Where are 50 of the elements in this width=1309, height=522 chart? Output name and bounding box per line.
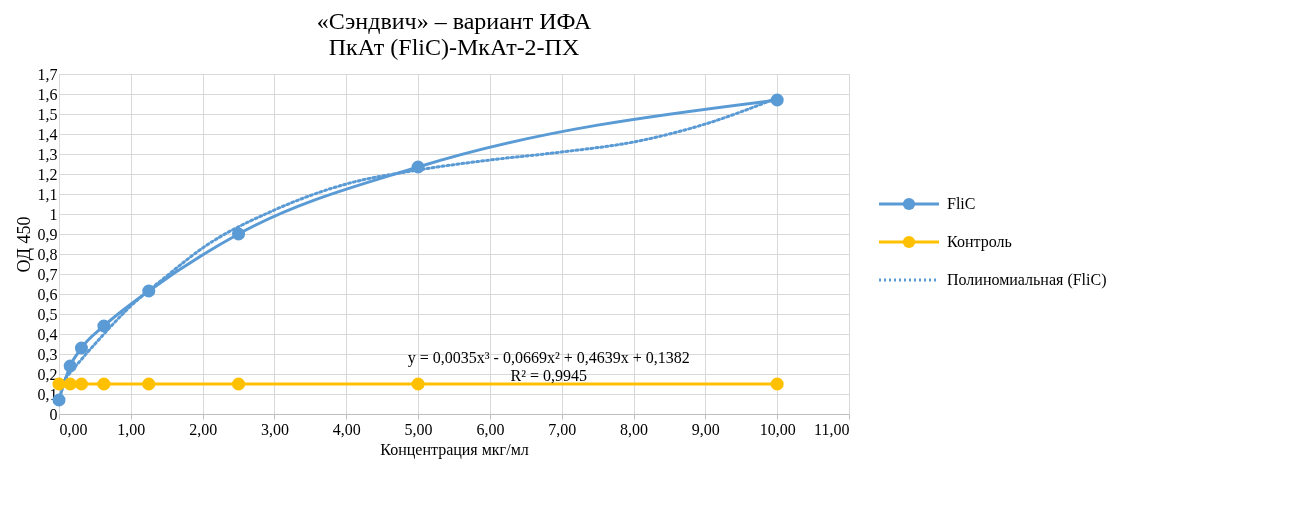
annotation: y = 0,0035x³ - 0,0669x² + 0,4639x + 0,1382 R² = 0,9945: [407, 349, 690, 385]
point: [232, 377, 246, 391]
point: [770, 93, 784, 107]
x-tick-label: 0,00: [59, 420, 88, 438]
point: [232, 227, 246, 241]
x-tick-label: 7,00: [548, 420, 577, 438]
y-tick-label: 0,3: [37, 345, 58, 363]
x-tick-label: 11,00: [814, 420, 850, 438]
legend-label: FliC: [947, 195, 976, 212]
y-tick-label: 0,8: [37, 245, 58, 263]
x-tick-label: 8,00: [620, 420, 649, 438]
x-tick-label: 9,00: [691, 420, 720, 438]
y-axis-title: ОД 450: [13, 216, 34, 273]
point: [97, 377, 111, 391]
y-tick-label: 1,3: [37, 145, 58, 163]
y-tick-label: 0,7: [37, 265, 58, 283]
y-tick-label: 1,4: [37, 125, 58, 143]
x-tick-label: 5,00: [404, 420, 433, 438]
x-tick-label: 4,00: [332, 420, 361, 438]
y-tick-label: 0,2: [37, 365, 58, 383]
x-tick-label: 2,00: [189, 420, 218, 438]
x-tick-label: 1,00: [117, 420, 146, 438]
x-axis-title: Концентрация мкг/мл: [380, 440, 529, 459]
point: [411, 160, 425, 174]
y-tick-label: 0,9: [37, 225, 58, 243]
y-tick-label: 1: [49, 205, 58, 223]
y-tick-label: 1,2: [37, 165, 58, 183]
y-tick-label: 1,7: [37, 65, 58, 83]
x-tick-label: 6,00: [476, 420, 505, 438]
point: [74, 377, 88, 391]
point: [142, 377, 156, 391]
point: [411, 377, 425, 391]
x-tick-label: 10,00: [759, 420, 796, 438]
y-tick-label: 1,5: [37, 105, 58, 123]
y-tick-label: 0: [49, 405, 58, 423]
x-tick-label: 3,00: [260, 420, 289, 438]
y-tick-label: 1,6: [37, 85, 58, 103]
point: [63, 359, 77, 373]
y-tick-label: 0,5: [37, 305, 58, 323]
point: [97, 319, 111, 333]
chart-title: «Сэндвич» – вариант ИФА ПкАт (FliC)-МкАт-2-ПХ: [316, 8, 592, 60]
legend-label: Полиномиальная (FliC): [947, 271, 1107, 289]
y-tick-label: 0,4: [37, 325, 58, 343]
y-tick-label: 1,1: [37, 185, 58, 203]
legend-label: Контроль: [947, 233, 1012, 251]
point: [770, 377, 784, 391]
point: [63, 377, 77, 391]
point: [142, 284, 156, 298]
y-tick-label: 0,6: [37, 285, 58, 303]
point: [74, 341, 88, 355]
